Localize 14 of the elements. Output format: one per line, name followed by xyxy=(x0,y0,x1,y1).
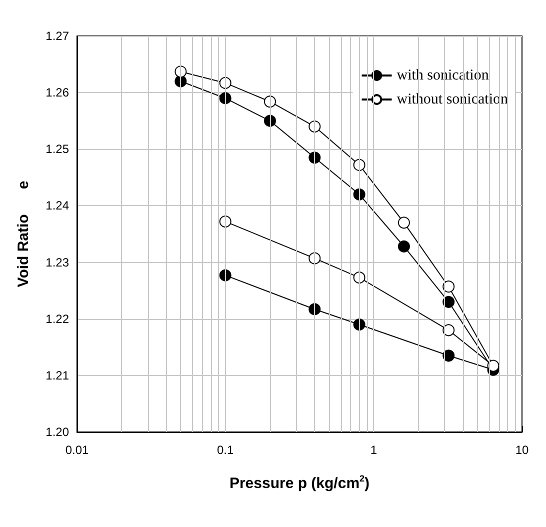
y-tick-label: 1.26 xyxy=(46,86,70,100)
x-tick-label: 1 xyxy=(370,443,378,457)
y-tick-label: 1.25 xyxy=(46,142,70,156)
y-tick-label: 1.21 xyxy=(46,368,70,382)
y-axis-title: Void Ratio e xyxy=(15,180,32,288)
x-tick-label: 0.01 xyxy=(65,443,89,457)
y-tick-label: 1.22 xyxy=(46,312,70,326)
y-tick-label: 1.23 xyxy=(46,255,70,270)
x-tick-label: 10 xyxy=(515,443,529,457)
legend-label: without sonication xyxy=(396,92,508,108)
y-tick-label: 1.20 xyxy=(46,425,70,439)
y-tick-label: 1.27 xyxy=(46,29,70,43)
x-tick-label: 0.1 xyxy=(216,443,234,457)
y-tick-label: 1.24 xyxy=(46,198,70,213)
